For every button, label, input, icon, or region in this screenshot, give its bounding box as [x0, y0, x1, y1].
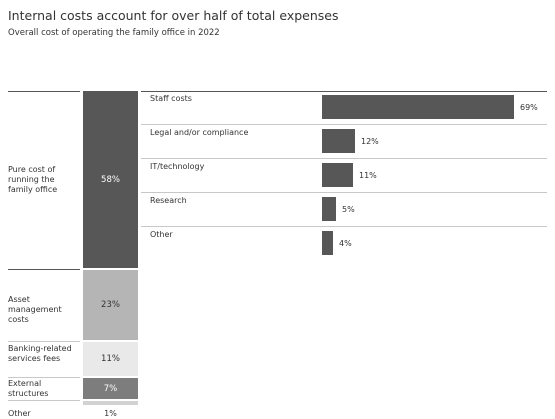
category-value: 69%: [520, 103, 538, 112]
row-divider: [141, 158, 547, 159]
category-label: Other: [150, 230, 173, 239]
category-bar: [322, 129, 355, 153]
category-value: 5%: [342, 205, 355, 214]
stack-segment: 58%: [83, 91, 138, 268]
stack-segment: [83, 401, 138, 405]
category-value: 11%: [359, 171, 377, 180]
stack-separator-rule: [8, 377, 80, 378]
category-label: Staff costs: [150, 94, 192, 103]
category-bar: [322, 163, 353, 187]
chart-subtitle: Overall cost of operating the family off…: [8, 28, 220, 38]
category-label: IT/technology: [150, 162, 205, 171]
category-label: Research: [150, 196, 187, 205]
stack-separator-rule: [8, 341, 80, 342]
category-bar: [322, 231, 333, 255]
stack-segment-value: 58%: [101, 174, 120, 185]
stack-segment-value: 23%: [101, 300, 120, 310]
category-bar: [322, 95, 514, 119]
category-value: 4%: [339, 239, 352, 248]
stack-segment-value: 11%: [101, 354, 120, 364]
stack-segment: 23%: [83, 270, 138, 340]
row-divider: [141, 226, 547, 227]
chart-title: Internal costs account for over half of …: [8, 8, 339, 23]
stack-segment-label: Banking-related services fees: [8, 344, 72, 363]
category-value: 12%: [361, 137, 379, 146]
stack-segment: 11%: [83, 342, 138, 376]
row-divider: [141, 192, 547, 193]
category-bar: [322, 197, 336, 221]
stack-segment-value: 7%: [103, 383, 118, 394]
top-rule-left: [8, 91, 80, 92]
stack-segment-label: Other: [8, 409, 31, 418]
top-rule-right: [141, 91, 547, 92]
stack-segment-label: External structures: [8, 378, 49, 398]
stack-segment-label: Asset management costs: [8, 295, 62, 324]
category-label: Legal and/or compliance: [150, 128, 249, 137]
stack-separator-rule: [8, 269, 80, 270]
stack-segment: 7%: [83, 378, 138, 399]
stack-separator-rule: [8, 400, 80, 401]
stack-segment-value: 1%: [104, 409, 117, 418]
row-divider: [141, 124, 547, 125]
stack-segment-label: Pure cost of running the family office: [8, 164, 58, 194]
